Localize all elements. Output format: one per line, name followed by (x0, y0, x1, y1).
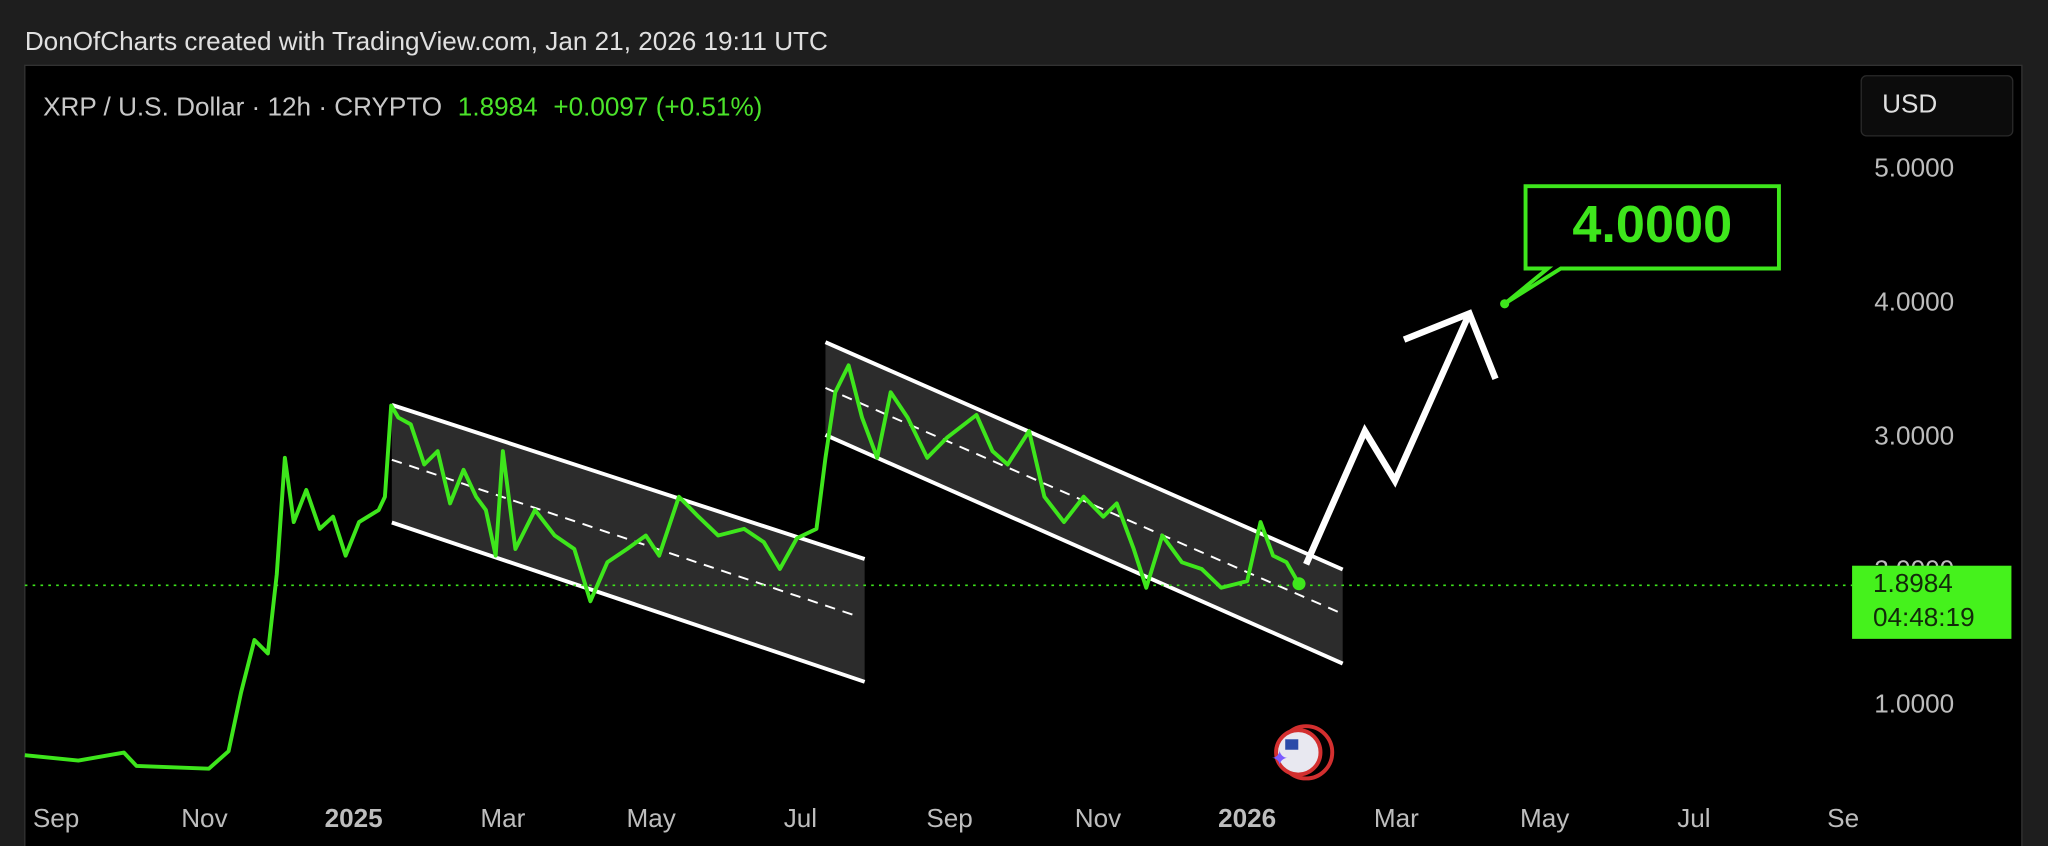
y-tick-label: 5.0000 (1874, 153, 1954, 183)
plot (24, 363, 1306, 771)
price-change: +0.0097 (+0.51%) (553, 91, 762, 121)
x-tick-label: Nov (181, 803, 227, 833)
currency-label[interactable]: USD (1882, 89, 1937, 119)
last-point (1292, 577, 1306, 591)
arrow-path (1303, 312, 1473, 566)
price-label: 1.8984 (1873, 568, 1953, 598)
x-tick-label: Sep (926, 803, 972, 833)
icons: ✦ (1271, 724, 1335, 781)
y-tick-label: 4.0000 (1874, 287, 1954, 317)
projection-arrow (1303, 309, 1499, 566)
symbol-title: XRP / U.S. Dollar · 12h · CRYPTO (43, 91, 442, 121)
countdown: 04:48:19 (1873, 602, 1975, 632)
last-price: 1.8984 (458, 91, 538, 121)
x-tick-label: Jul (784, 803, 817, 833)
x-tick-label: Nov (1075, 803, 1121, 833)
x-tick-label: Mar (1374, 803, 1419, 833)
x-tick-label: Se (1827, 803, 1859, 833)
channel-fill (391, 404, 865, 682)
drawings (391, 340, 1344, 684)
price-label-box (1852, 565, 2012, 639)
flag (1285, 739, 1299, 750)
header: DonOfCharts created with TradingView.com… (25, 26, 828, 56)
currency-button[interactable] (1860, 75, 2014, 137)
price-line (24, 363, 1301, 771)
x-tick-label: Mar (480, 803, 525, 833)
channel-line (824, 433, 1344, 666)
x-tick-label: May (627, 803, 676, 833)
channel-line (391, 403, 866, 561)
y-tick-label: 1.0000 (1874, 689, 1954, 719)
x-tick-label: Sep (33, 803, 79, 833)
arrow-head (1402, 309, 1499, 381)
y-tick-label: 3.0000 (1874, 421, 1954, 451)
target-callout (1503, 184, 1781, 306)
x-tick-label: 2025 (325, 803, 383, 833)
channel-fill (825, 342, 1343, 664)
x-tick-label: Jul (1677, 803, 1710, 833)
legend: XRP / U.S. Dollar · 12h · CRYPTO 1.8984 +0… (43, 91, 762, 121)
target-label: 4.0000 (1572, 196, 1732, 254)
sparkle: ✦ (1271, 748, 1289, 771)
channel-line (391, 520, 866, 684)
x-tick-label: 2026 (1218, 803, 1276, 833)
x-tick-label: May (1520, 803, 1569, 833)
